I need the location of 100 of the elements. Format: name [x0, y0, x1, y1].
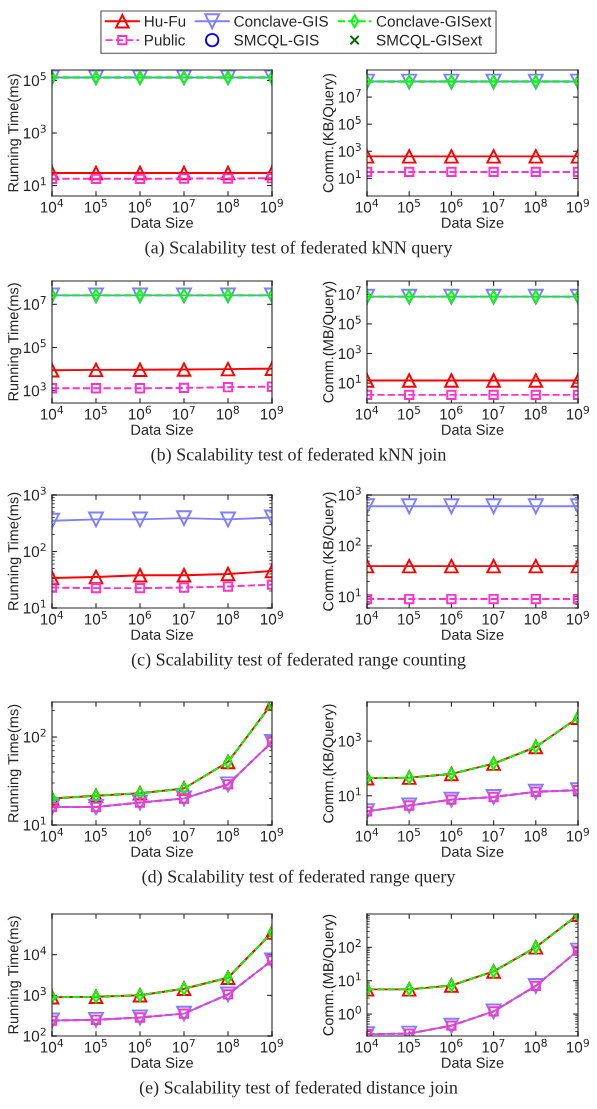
x-tick-label: 10$^{7}$ [172, 1038, 195, 1053]
point [220, 361, 236, 377]
point [404, 593, 415, 605]
x-tick-label: 10$^{9}$ [260, 1038, 283, 1053]
point [488, 593, 499, 605]
point [404, 389, 415, 400]
x-tick-label: 10$^{5}$ [398, 1038, 420, 1053]
x-tick-label: 10$^{8}$ [216, 198, 239, 213]
x-axis-title: Data Size [442, 217, 504, 228]
point [527, 498, 544, 515]
y-axis-title: Comm.(KB/Query) [322, 73, 337, 193]
point [134, 582, 146, 594]
x-tick-label: 10$^{8}$ [524, 610, 547, 625]
point [486, 373, 501, 388]
x-tick-label: 10$^{8}$ [524, 405, 547, 420]
x-tick-label: 10$^{9}$ [260, 405, 283, 420]
x-tick-label: 10$^{8}$ [216, 610, 239, 625]
legend-label: Hu-Fu [144, 16, 186, 27]
x-axis-title: Data Size [442, 424, 504, 435]
point [401, 73, 418, 90]
point [528, 149, 544, 164]
x-axis-title: Data Size [131, 846, 193, 857]
y-tick-label: 10$^{5}$ [23, 72, 46, 87]
point [178, 382, 190, 394]
point [444, 373, 459, 388]
point [446, 166, 457, 178]
point [401, 373, 417, 388]
y-tick-label: 10$^{1}$ [338, 588, 361, 603]
x-tick-label: 10$^{9}$ [566, 1038, 589, 1053]
y-axis-title: Comm.(MB/Query) [322, 281, 337, 403]
x-tick-label: 10$^{5}$ [84, 1038, 107, 1053]
y-axis-title: Comm.(KB/Query) [322, 492, 337, 611]
legend-label: Conclave-GIS [234, 15, 328, 27]
x-tick-label: 10$^{4}$ [40, 405, 64, 420]
x-tick-label: 10$^{8}$ [524, 1038, 547, 1053]
y-tick-label: 10$^{1}$ [338, 787, 361, 802]
x-tick-label: 10$^{7}$ [482, 1038, 505, 1053]
x-tick-label: 10$^{8}$ [524, 198, 547, 213]
x-tick-label: 10$^{6}$ [128, 610, 152, 625]
point [488, 389, 499, 400]
x-tick-label: 10$^{6}$ [440, 1038, 463, 1053]
x-axis-title: Data Size [442, 629, 504, 640]
text: (a) Scalability test of federated kNN query [145, 240, 453, 258]
y-tick-label: 10$^{2}$ [338, 537, 361, 552]
x-tick-label: 10$^{7}$ [172, 610, 195, 625]
y-tick-label: 10$^{1}$ [338, 972, 361, 987]
point [530, 389, 541, 400]
y-tick-label: 10$^{3}$ [338, 732, 361, 747]
point [530, 593, 541, 605]
point [488, 166, 499, 178]
x-axis-title: Data Size [442, 846, 504, 857]
legend-label: Conclave-GISext [376, 15, 492, 27]
x-tick-label: 10$^{6}$ [128, 198, 152, 213]
point [132, 165, 148, 181]
y-tick-label: 10$^{3}$ [23, 986, 46, 1001]
legend-label: SMCQL-GIS [234, 34, 319, 49]
y-tick-label: 10$^{1}$ [338, 374, 361, 389]
point [401, 558, 417, 574]
x-tick-label: 10$^{7}$ [172, 827, 195, 842]
point [220, 511, 236, 528]
x-tick-label: 10$^{8}$ [524, 827, 547, 842]
y-tick-label: 10$^{3}$ [338, 486, 361, 501]
point [528, 558, 544, 574]
x-tick-label: 10$^{5}$ [84, 610, 107, 625]
x-tick-label: 10$^{9}$ [260, 198, 283, 213]
y-tick-label: 10$^{3}$ [23, 124, 46, 139]
y-tick-label: 10$^{2}$ [338, 938, 361, 953]
point [176, 165, 192, 181]
y-tick-label: 10$^{5}$ [338, 115, 361, 130]
x-tick-label: 10$^{8}$ [216, 405, 239, 420]
x-axis-title: Data Size [131, 629, 193, 640]
x-tick-label: 10$^{4}$ [40, 198, 64, 213]
y-tick-label: 10$^{3}$ [23, 382, 46, 397]
x-tick-label: 10$^{9}$ [566, 198, 589, 213]
x-tick-label: 10$^{9}$ [566, 610, 589, 625]
x-tick-label: 10$^{4}$ [355, 610, 379, 625]
x-tick-label: 10$^{5}$ [398, 198, 420, 213]
y-tick-label: 10$^{7}$ [338, 88, 361, 103]
x-tick-label: 10$^{6}$ [128, 827, 152, 842]
x-tick-label: 10$^{9}$ [566, 827, 589, 842]
point [446, 389, 457, 400]
legend-label: Public [144, 34, 185, 46]
point [485, 498, 502, 515]
x-tick-label: 10$^{9}$ [566, 405, 589, 420]
x-tick-label: 10$^{5}$ [84, 405, 107, 420]
x-tick-label: 10$^{6}$ [440, 198, 463, 213]
point [222, 382, 234, 393]
point [401, 149, 417, 164]
x-tick-label: 10$^{6}$ [440, 405, 463, 420]
point [444, 558, 459, 574]
x-tick-label: 10$^{5}$ [84, 198, 107, 213]
x-tick-label: 10$^{7}$ [172, 405, 195, 420]
x-tick-label: 10$^{4}$ [355, 1038, 379, 1053]
x-tick-label: 10$^{7}$ [482, 610, 505, 625]
x-tick-label: 10$^{7}$ [172, 198, 195, 213]
y-tick-label: 10$^{1}$ [338, 170, 361, 184]
point [132, 362, 148, 378]
point [176, 510, 192, 527]
y-tick-label: 10$^{4}$ [23, 946, 47, 961]
y-tick-label: 10$^{7}$ [338, 286, 361, 300]
